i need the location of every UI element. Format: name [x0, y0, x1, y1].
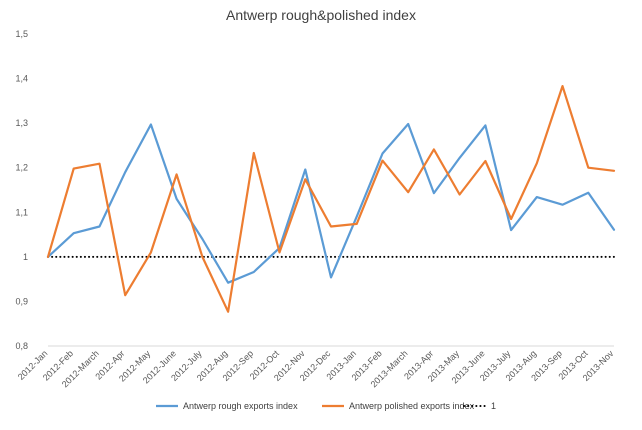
legend-label: Antwerp polished exports index	[349, 401, 475, 411]
y-tick-label: 1,1	[15, 207, 28, 217]
legend-label: Antwerp rough exports index	[183, 401, 298, 411]
legend: Antwerp rough exports index Antwerp polis…	[156, 401, 496, 411]
y-tick-label: 1,2	[15, 163, 28, 173]
series-line	[46, 84, 616, 313]
y-tick-label: 0,8	[15, 341, 28, 351]
y-tick-label: 1,4	[15, 74, 28, 84]
series-line	[46, 122, 616, 284]
y-tick-label: 0,9	[15, 296, 28, 306]
series-layer	[46, 84, 616, 313]
legend-label: 1	[491, 401, 496, 411]
y-axis-ticks: 0,8 0,9 1 1,1 1,2 1,3 1,4 1,5	[15, 29, 28, 351]
chart-title: Antwerp rough&polished index	[226, 7, 416, 23]
x-axis-ticks: 2012-Jan2012-Feb2012-March2012-Apr2012-M…	[16, 348, 616, 389]
y-tick-label: 1	[23, 252, 28, 262]
y-tick-label: 1,3	[15, 118, 28, 128]
y-tick-label: 1,5	[15, 29, 28, 39]
